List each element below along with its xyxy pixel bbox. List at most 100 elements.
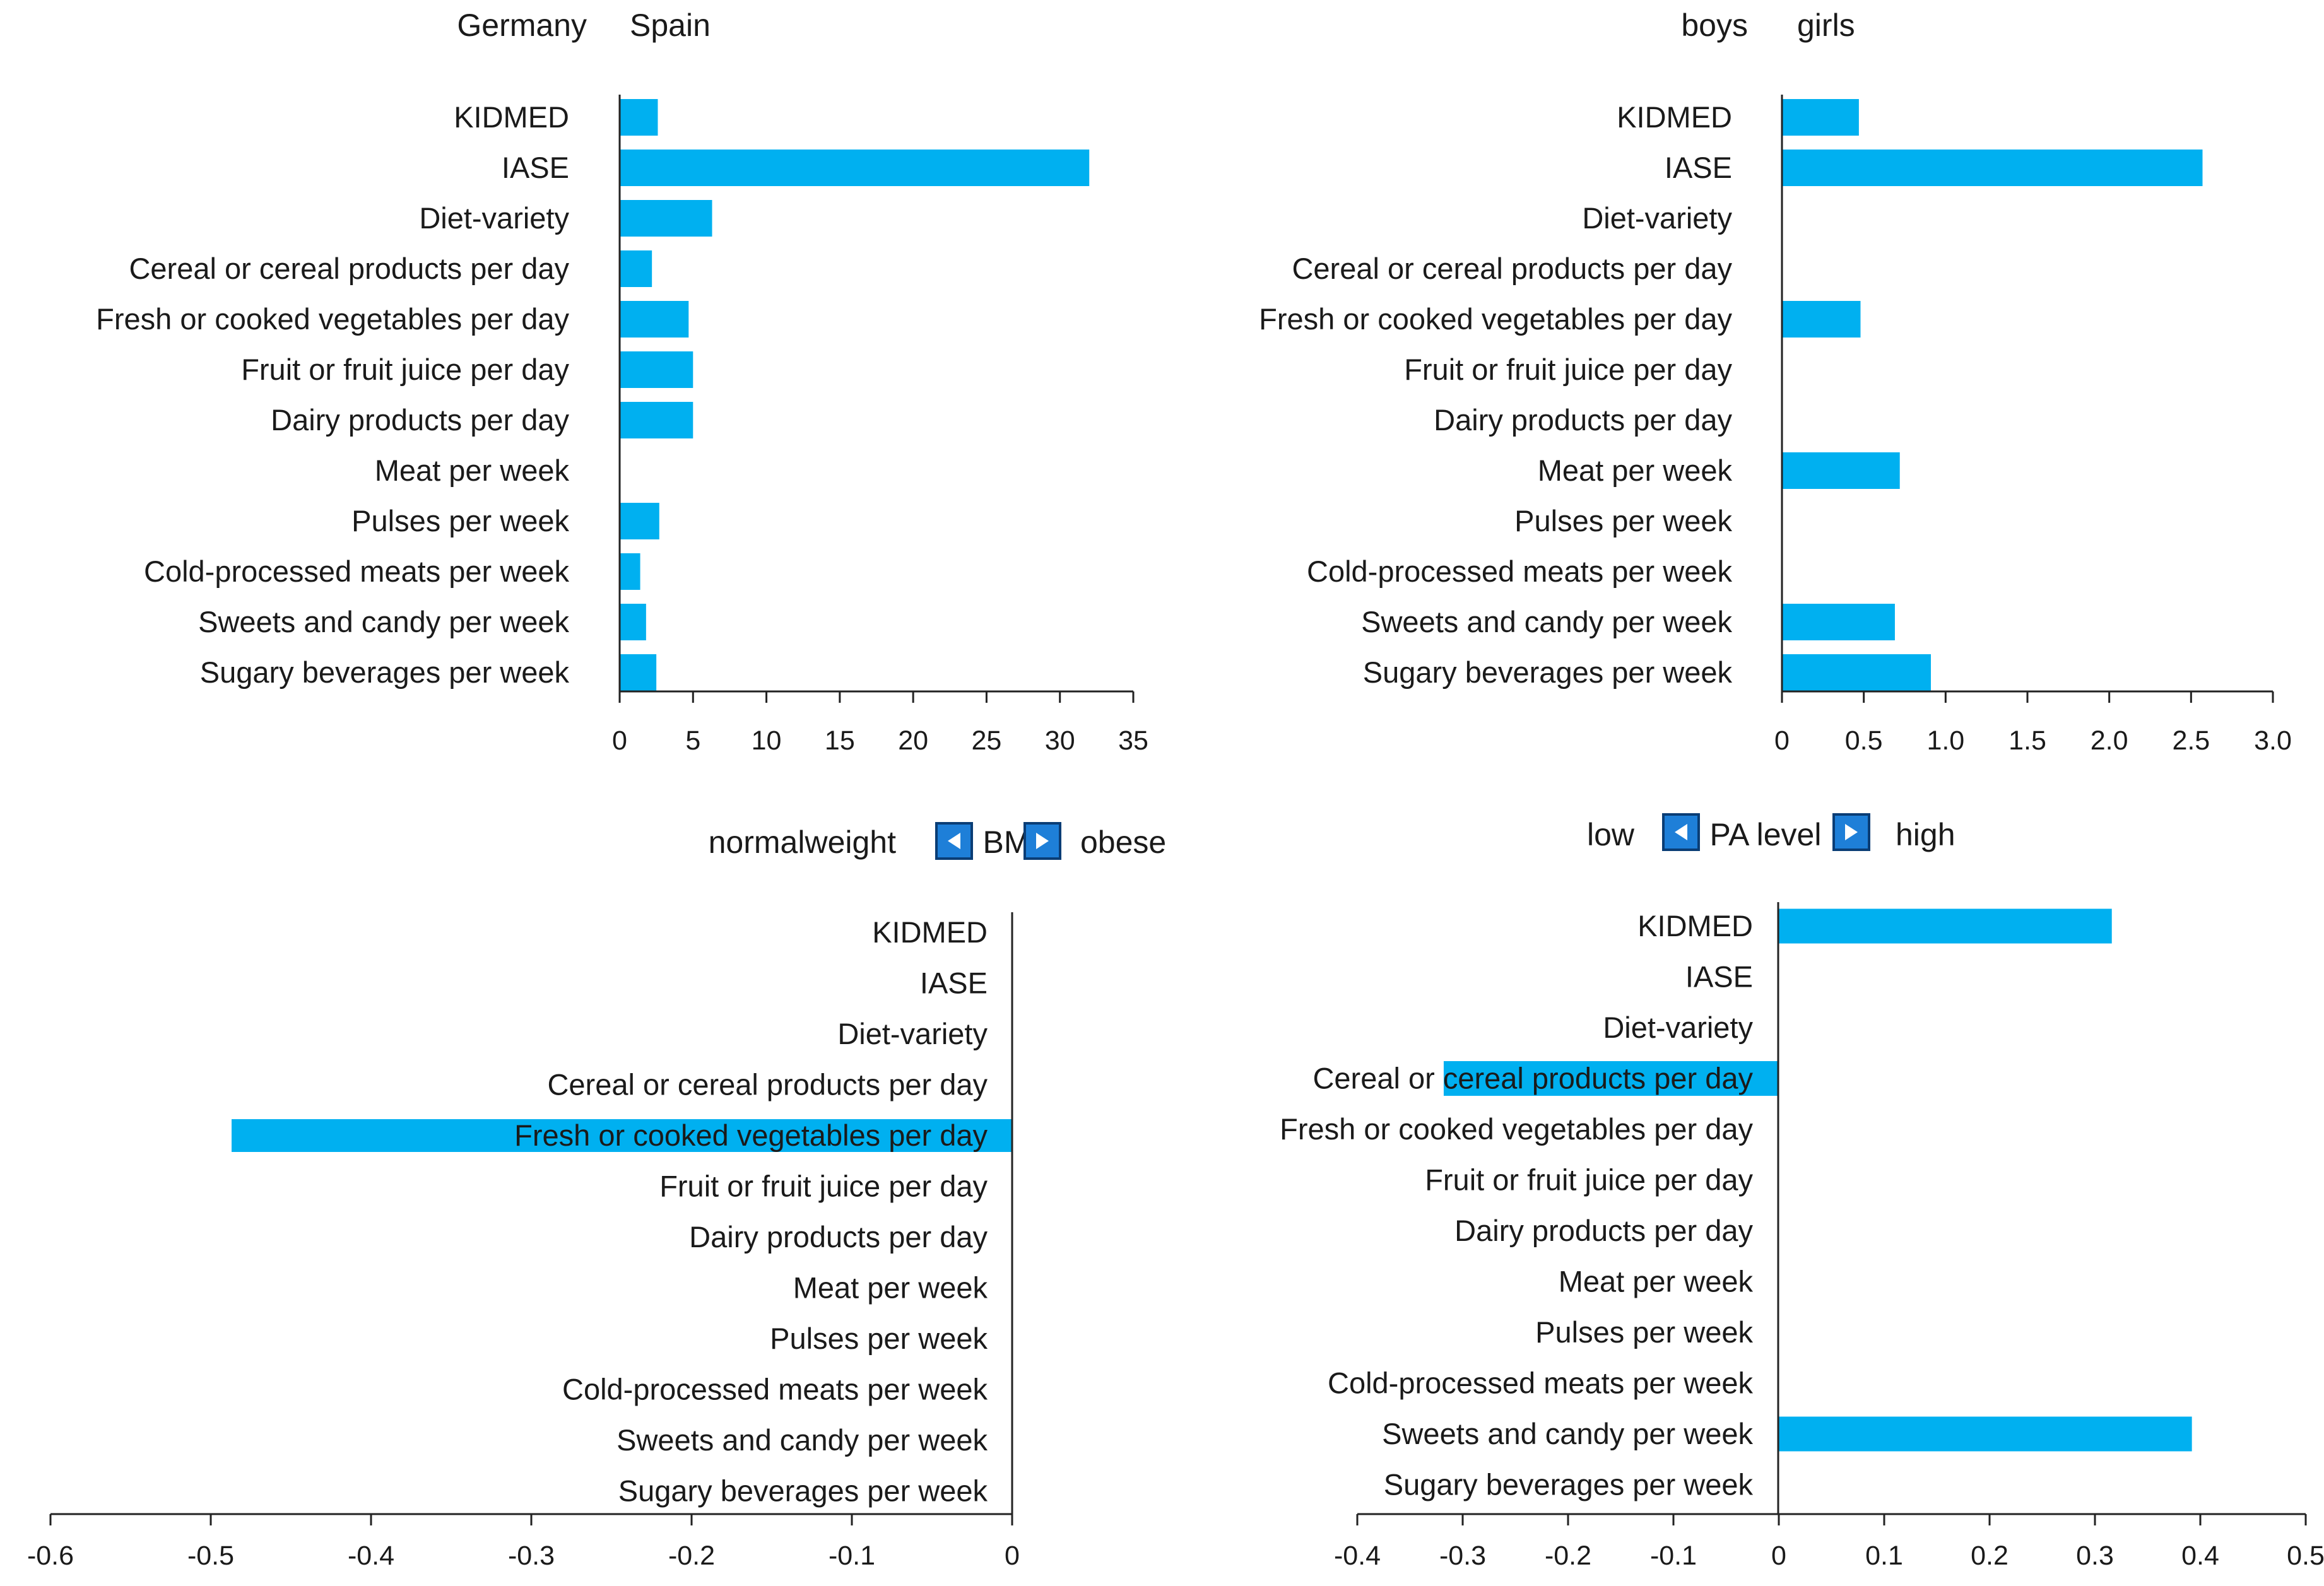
x-tick-label: -0.6 [27,1541,74,1571]
header-left-label: low [1587,817,1635,852]
category-label-3: Cereal or cereal products per day [129,252,569,285]
category-label-8: Pulses per week [1535,1315,1753,1349]
category-label-5: Fruit or fruit juice per day [659,1170,988,1203]
x-tick-label: -0.3 [1439,1541,1486,1571]
x-tick-label: 3.0 [2254,725,2292,756]
panel-country: Germany Spain KIDMED IASE Diet-variety Cere… [96,8,1148,756]
category-label-10: Sweets and candy per week [616,1423,988,1457]
x-tick-label: 0 [1771,1541,1786,1571]
category-label-6: Dairy products per day [1454,1214,1753,1247]
category-label-0: KIDMED [1617,100,1732,134]
x-tick-label: -0.4 [1334,1541,1381,1571]
panel-sex: boys girls KIDMED IASE Diet-variety Cereal … [1259,8,2292,756]
category-label-7: Meat per week [1538,454,1733,487]
category-label-5: Fruit or fruit juice per day [1425,1163,1753,1197]
x-tick-label: 10 [752,725,782,756]
x-tick-label: -0.2 [1545,1541,1591,1571]
bar-10 [1779,1416,2192,1452]
x-tick-label: 2.0 [2091,725,2128,756]
x-tick-label: 35 [1118,725,1148,756]
bar-7 [1782,452,1900,489]
category-label-11: Sugary beverages per week [618,1474,988,1508]
category-label-6: Dairy products per day [271,403,569,437]
right-arrow-glyph [1845,824,1858,840]
x-tick-label: 0.1 [1865,1541,1903,1571]
bar-3 [620,250,652,287]
bar-4 [232,1119,1012,1152]
x-tick-label: 0.5 [1845,725,1883,756]
x-tick-label: 2.5 [2172,725,2210,756]
bar-1 [620,150,1090,186]
header-left-label: Germany [457,8,587,43]
header-left-label: boys [1681,8,1748,43]
x-tick-label: 0.5 [2287,1541,2324,1571]
x-tick-label: 5 [685,725,700,756]
right-arrow-glyph [1036,833,1049,849]
x-tick-label: -0.1 [1650,1541,1697,1571]
header-right-label: girls [1797,8,1855,43]
x-tick-label: -0.3 [508,1541,555,1571]
category-label-2: Diet-variety [1603,1011,1753,1044]
category-label-0: KIDMED [454,100,569,134]
bar-0 [1782,99,1859,136]
x-tick-label: 0.3 [2076,1541,2114,1571]
bar-8 [620,503,659,539]
x-tick-label: 0.2 [1971,1541,2008,1571]
left-arrow-glyph [948,833,960,849]
x-tick-label: 1.5 [2008,725,2046,756]
x-tick-label: -0.2 [668,1541,715,1571]
category-label-4: Fresh or cooked vegetables per day [1259,302,1732,336]
x-tick-label: -0.4 [348,1541,394,1571]
bar-11 [620,654,657,691]
x-tick-label: 25 [972,725,1002,756]
x-tick-label: 0 [1005,1541,1020,1571]
category-label-10: Sweets and candy per week [1361,605,1732,638]
category-label-11: Sugary beverages per week [200,655,570,689]
category-label-1: IASE [920,966,988,1000]
x-tick-label: -0.1 [829,1541,875,1571]
category-label-0: KIDMED [872,915,988,949]
category-label-9: Cold-processed meats per week [562,1373,988,1406]
category-label-6: Dairy products per day [689,1220,988,1254]
header-right-label: high [1896,817,1955,852]
x-tick-label: 15 [825,725,855,756]
category-label-8: Pulses per week [1514,504,1732,537]
left-arrow-glyph [1675,824,1687,840]
bar-1 [1782,150,2203,186]
bar-6 [620,402,693,438]
panel-bmi: normalweight BMI obese KIDMEDIASEDiet-va… [27,822,1166,1571]
category-label-7: Meat per week [793,1271,988,1305]
category-label-8: Pulses per week [351,504,569,537]
category-label-9: Cold-processed meats per week [144,555,569,588]
bar-10 [1782,604,1895,640]
header-right-label: Spain [630,8,711,43]
category-label-1: IASE [1665,151,1732,184]
category-label-4: Fresh or cooked vegetables per day [96,302,569,336]
x-tick-label: 0 [1774,725,1790,756]
category-label-6: Dairy products per day [1434,403,1732,437]
category-label-0: KIDMED [1637,909,1753,943]
category-label-3: Cereal or cereal products per day [547,1068,988,1101]
category-label-4: Fresh or cooked vegetables per day [514,1119,988,1152]
bar-4 [620,301,689,338]
header-right-label: obese [1080,825,1166,860]
x-tick-label: 1.0 [1926,725,1964,756]
category-label-2: Diet-variety [419,201,569,235]
category-label-11: Sugary beverages per week [1384,1468,1754,1501]
x-tick-label: 0.4 [2181,1541,2219,1571]
bar-9 [620,553,640,590]
bar-2 [620,200,712,237]
category-label-7: Meat per week [1559,1265,1754,1298]
bar-10 [620,604,646,640]
category-label-2: Diet-variety [837,1017,988,1050]
bar-5 [620,351,693,388]
x-tick-label: 30 [1045,725,1075,756]
x-tick-label: 0 [612,725,627,756]
bar-3 [1443,1061,1779,1096]
category-label-1: IASE [502,151,569,184]
category-label-5: Fruit or fruit juice per day [241,353,569,386]
category-label-3: Cereal or cereal products per day [1312,1062,1753,1095]
category-label-3: Cereal or cereal products per day [1292,252,1732,285]
category-label-1: IASE [1685,960,1753,994]
